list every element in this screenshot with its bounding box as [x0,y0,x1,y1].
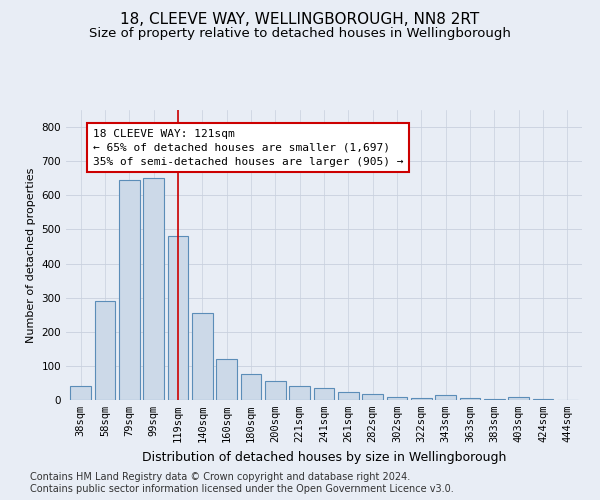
Bar [436,395,456,400]
Bar [95,301,115,400]
Bar [508,398,529,400]
Bar [338,392,359,400]
X-axis label: Distribution of detached houses by size in Wellingborough: Distribution of detached houses by size … [142,450,506,464]
Bar [265,381,286,400]
Bar [192,313,212,400]
Bar [241,374,262,400]
Text: 18, CLEEVE WAY, WELLINGBOROUGH, NN8 2RT: 18, CLEEVE WAY, WELLINGBOROUGH, NN8 2RT [121,12,479,28]
Bar [216,359,237,400]
Bar [289,386,310,400]
Bar [362,394,383,400]
Bar [119,180,140,400]
Bar [143,178,164,400]
Bar [167,236,188,400]
Text: Size of property relative to detached houses in Wellingborough: Size of property relative to detached ho… [89,28,511,40]
Text: 18 CLEEVE WAY: 121sqm
← 65% of detached houses are smaller (1,697)
35% of semi-d: 18 CLEEVE WAY: 121sqm ← 65% of detached … [93,129,403,167]
Y-axis label: Number of detached properties: Number of detached properties [26,168,36,342]
Bar [314,388,334,400]
Text: Contains HM Land Registry data © Crown copyright and database right 2024.: Contains HM Land Registry data © Crown c… [30,472,410,482]
Text: Contains public sector information licensed under the Open Government Licence v3: Contains public sector information licen… [30,484,454,494]
Bar [386,396,407,400]
Bar [411,398,432,400]
Bar [70,386,91,400]
Bar [460,398,481,400]
